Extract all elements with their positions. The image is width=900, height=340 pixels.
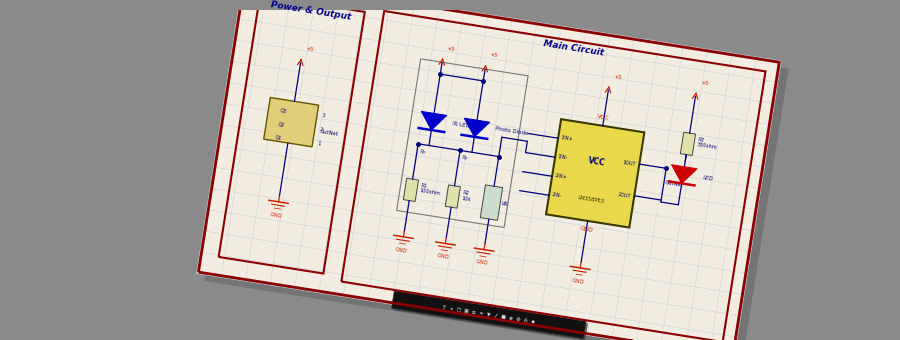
Polygon shape	[264, 98, 319, 147]
Polygon shape	[421, 112, 446, 130]
Text: Power & Output: Power & Output	[270, 0, 352, 22]
Text: GND: GND	[436, 253, 450, 260]
Text: Photo Diode: Photo Diode	[495, 126, 529, 137]
Text: 2IN-: 2IN-	[552, 192, 562, 199]
Polygon shape	[392, 291, 586, 339]
Text: 1: 1	[317, 141, 320, 147]
Text: 2OUT: 2OUT	[617, 192, 632, 199]
Text: Q3: Q3	[279, 107, 287, 113]
Text: Q1: Q1	[275, 135, 283, 141]
Text: +5: +5	[305, 46, 314, 52]
Text: GND: GND	[475, 259, 489, 267]
Polygon shape	[393, 293, 588, 340]
Polygon shape	[403, 178, 418, 202]
Polygon shape	[680, 132, 696, 155]
Text: +5: +5	[490, 53, 499, 59]
Text: LM358PE3: LM358PE3	[577, 195, 605, 205]
Text: GND: GND	[270, 212, 284, 219]
Text: IR LED: IR LED	[452, 121, 471, 129]
Text: Po: Po	[419, 149, 427, 155]
Polygon shape	[671, 165, 698, 183]
Text: Q2: Q2	[277, 121, 284, 127]
Polygon shape	[481, 185, 503, 220]
Text: R3
330ohm: R3 330ohm	[697, 137, 719, 151]
Text: R2
10k: R2 10k	[462, 190, 472, 202]
Text: 1IN-: 1IN-	[558, 154, 569, 161]
Text: 3: 3	[321, 114, 325, 119]
Text: 1OUT: 1OUT	[623, 160, 636, 167]
Text: OutNet: OutNet	[320, 129, 339, 137]
Polygon shape	[546, 119, 644, 227]
Text: GND: GND	[395, 247, 408, 254]
Text: VCC: VCC	[588, 156, 607, 168]
Text: GND: GND	[572, 278, 585, 285]
Polygon shape	[204, 0, 788, 340]
Text: LED: LED	[702, 175, 714, 182]
Text: +5: +5	[446, 46, 455, 52]
Polygon shape	[197, 0, 781, 340]
Polygon shape	[446, 185, 461, 208]
Text: GND: GND	[580, 226, 594, 233]
Text: +5: +5	[700, 80, 709, 86]
Text: +5: +5	[613, 73, 622, 80]
Text: T + □ ▣ ≡ ≈ ▼ / ■ ⊛ ⊗ A ◆: T + □ ▣ ≡ ≈ ▼ / ■ ⊛ ⊗ A ◆	[442, 305, 536, 325]
Text: 1IN+: 1IN+	[561, 135, 574, 142]
Text: OutNet: OutNet	[665, 181, 684, 188]
Text: 2IN+: 2IN+	[554, 173, 568, 180]
Text: VR: VR	[501, 201, 509, 207]
Text: Main Circuit: Main Circuit	[543, 39, 605, 58]
Polygon shape	[464, 118, 490, 137]
Text: 2: 2	[320, 128, 323, 133]
Text: VCC: VCC	[598, 114, 610, 120]
Text: R1
100ohm: R1 100ohm	[419, 183, 442, 197]
Text: Po: Po	[462, 155, 468, 161]
